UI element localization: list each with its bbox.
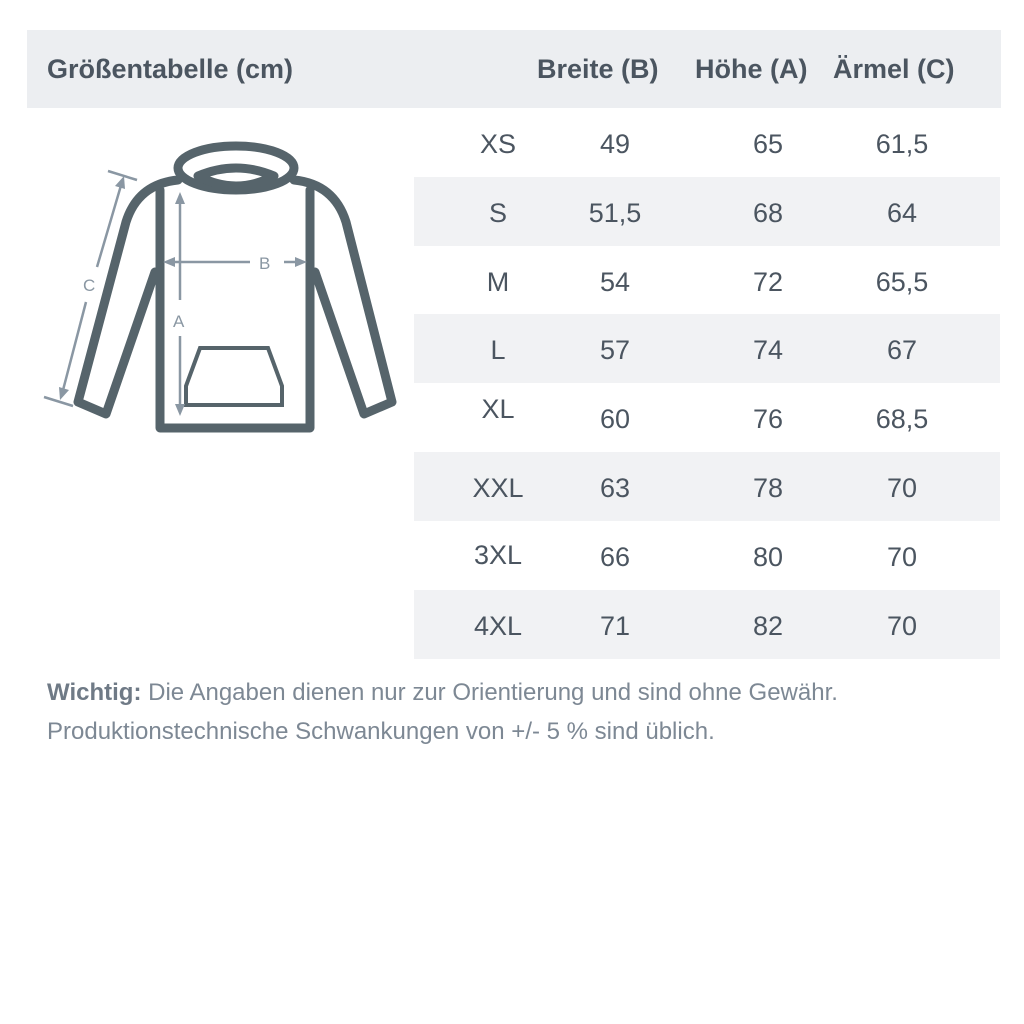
cell-a: 78 — [752, 473, 784, 503]
cell-size: XXL — [472, 473, 524, 503]
pocket — [184, 346, 284, 407]
cell-b: 66 — [599, 541, 631, 572]
table-row: XL 60 76 68,5 — [414, 383, 1000, 452]
left-sleeve — [73, 175, 183, 419]
table-row: M 54 72 65,5 — [414, 246, 1000, 315]
label-b: B — [259, 254, 270, 273]
cell-c: 64 — [886, 197, 918, 228]
cell-c: 61,5 — [875, 129, 929, 159]
cell-c: 70 — [886, 541, 918, 572]
cell-a: 80 — [752, 541, 784, 572]
cell-size: 3XL — [473, 539, 523, 570]
cell-size: S — [488, 197, 508, 228]
cell-a: 76 — [752, 404, 784, 435]
hood-inner — [193, 163, 279, 191]
table-row: 4XL 71 82 70 — [414, 589, 1000, 659]
body-outline — [155, 185, 315, 433]
table-row: S 51,5 68 64 — [414, 176, 1000, 246]
cell-c: 65,5 — [875, 266, 929, 297]
cell-a: 74 — [752, 335, 784, 366]
cell-b: 49 — [599, 129, 631, 159]
cell-b: 63 — [599, 473, 631, 503]
cell-size: XL — [481, 394, 515, 425]
cell-a: 65 — [752, 129, 784, 159]
table-row: XS 49 65 61,5 — [414, 108, 1000, 177]
cell-c: 68,5 — [875, 404, 929, 435]
cell-a: 68 — [752, 197, 784, 228]
cell-size: M — [486, 266, 510, 297]
label-c: C — [83, 276, 95, 295]
cell-a: 82 — [752, 610, 784, 641]
cell-a: 72 — [752, 266, 784, 297]
cell-c: 70 — [886, 473, 918, 503]
cell-b: 60 — [599, 404, 631, 435]
note-line-2: Produktionstechnische Schwankungen von +… — [47, 718, 715, 745]
cell-c: 70 — [886, 610, 918, 641]
column-header-aermel: Ärmel (C) — [833, 54, 955, 84]
cell-b: 71 — [599, 610, 631, 641]
table-row: L 57 74 67 — [414, 314, 1000, 384]
hoodie-icon: A B C — [43, 141, 397, 433]
cell-b: 51,5 — [588, 197, 642, 228]
note-line-1: Wichtig: Die Angaben dienen nur zur Orie… — [47, 679, 838, 707]
table-row: XXL 63 78 70 — [414, 452, 1000, 521]
column-header-hoehe: Höhe (A) — [695, 54, 808, 84]
note-bold: Wichtig: — [47, 679, 142, 706]
table-row: 3XL 66 80 70 — [414, 521, 1000, 590]
cell-b: 57 — [599, 335, 631, 366]
table-header: Größentabelle (cm) Breite (B) Höhe (A) Ä… — [27, 30, 1001, 108]
cell-size: XS — [479, 129, 517, 159]
label-a: A — [173, 312, 185, 331]
cell-b: 54 — [599, 266, 631, 297]
table-title: Größentabelle (cm) — [47, 54, 294, 84]
right-sleeve — [289, 175, 397, 419]
cell-size: L — [490, 335, 506, 366]
column-header-breite: Breite (B) — [537, 54, 659, 84]
note-text-1: Die Angaben dienen nur zur Orientierung … — [141, 679, 838, 706]
cell-size: 4XL — [473, 610, 523, 641]
cell-c: 67 — [886, 335, 918, 366]
